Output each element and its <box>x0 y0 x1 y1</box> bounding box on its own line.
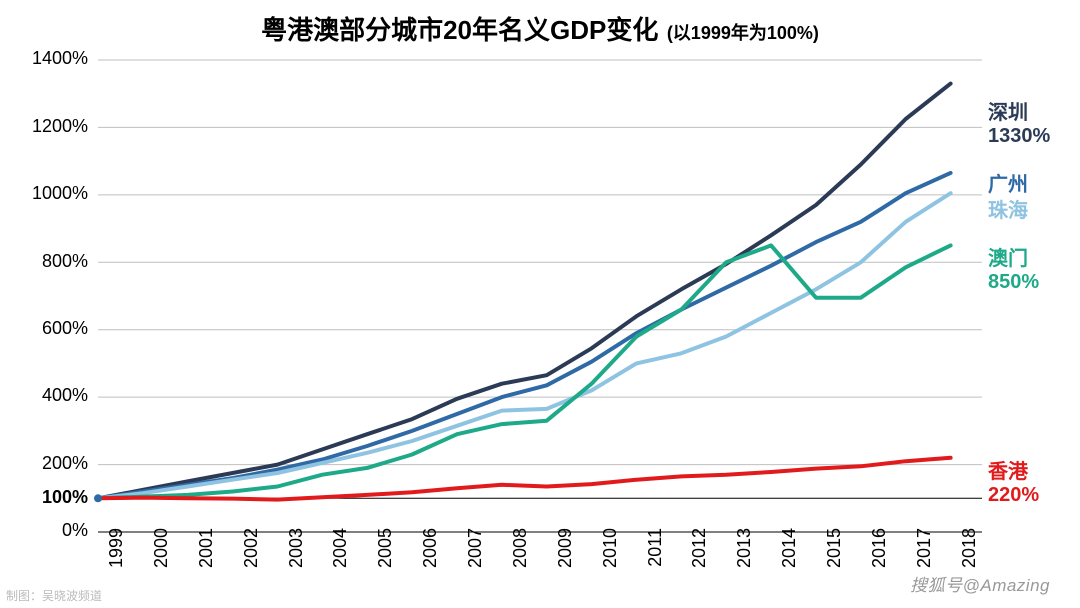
x-tick-label: 2009 <box>555 528 576 588</box>
x-tick-label: 2003 <box>286 528 307 588</box>
x-tick-label: 1999 <box>106 528 127 588</box>
y-tick-label: 0% <box>0 520 88 541</box>
watermark-text: 搜狐号@Amazing <box>910 571 1050 596</box>
series-line-深圳 <box>98 84 951 499</box>
x-tick-label: 2013 <box>734 528 755 588</box>
credit-text: 制图：吴晓波频道 <box>6 587 102 604</box>
series-label-value: 850% <box>988 271 1039 294</box>
series-label-name: 深圳 <box>988 102 1028 124</box>
y-tick-label: 1000% <box>0 183 88 204</box>
y-tick-label: 1400% <box>0 48 88 69</box>
x-tick-label: 2014 <box>779 528 800 588</box>
y-tick-label: 1200% <box>0 116 88 137</box>
y-tick-label: 400% <box>0 385 88 406</box>
series-label-name: 澳门 <box>988 248 1028 270</box>
start-marker <box>94 494 102 502</box>
x-tick-label: 2010 <box>600 528 621 588</box>
chart-container: 粤港澳部分城市20年名义GDP变化 (以1999年为100%) 0%100%20… <box>0 0 1080 608</box>
x-tick-label: 2008 <box>510 528 531 588</box>
y-tick-label: 600% <box>0 318 88 339</box>
x-tick-label: 2016 <box>869 528 890 588</box>
series-label-深圳: 深圳1330% <box>988 102 1050 148</box>
series-label-value: 1330% <box>988 125 1050 148</box>
y-tick-label: 100% <box>0 487 88 508</box>
series-label-珠海: 珠海 <box>988 200 1028 223</box>
x-tick-label: 2007 <box>465 528 486 588</box>
series-label-name: 珠海 <box>988 200 1028 222</box>
x-tick-label: 2000 <box>151 528 172 588</box>
series-label-name: 广州 <box>988 174 1028 196</box>
x-tick-label: 2012 <box>689 528 710 588</box>
series-label-name: 香港 <box>988 461 1028 483</box>
x-tick-label: 2002 <box>241 528 262 588</box>
x-tick-label: 2004 <box>330 528 351 588</box>
y-tick-label: 800% <box>0 251 88 272</box>
series-label-广州: 广州 <box>988 174 1028 197</box>
x-tick-label: 2006 <box>420 528 441 588</box>
x-tick-label: 2015 <box>824 528 845 588</box>
x-tick-label: 2011 <box>645 528 666 588</box>
series-label-香港: 香港220% <box>988 461 1039 507</box>
x-tick-label: 2001 <box>196 528 217 588</box>
chart-plot <box>0 0 1080 608</box>
series-label-澳门: 澳门850% <box>988 248 1039 294</box>
x-tick-label: 2005 <box>375 528 396 588</box>
y-tick-label: 200% <box>0 453 88 474</box>
series-line-广州 <box>98 173 951 498</box>
series-label-value: 220% <box>988 484 1039 507</box>
